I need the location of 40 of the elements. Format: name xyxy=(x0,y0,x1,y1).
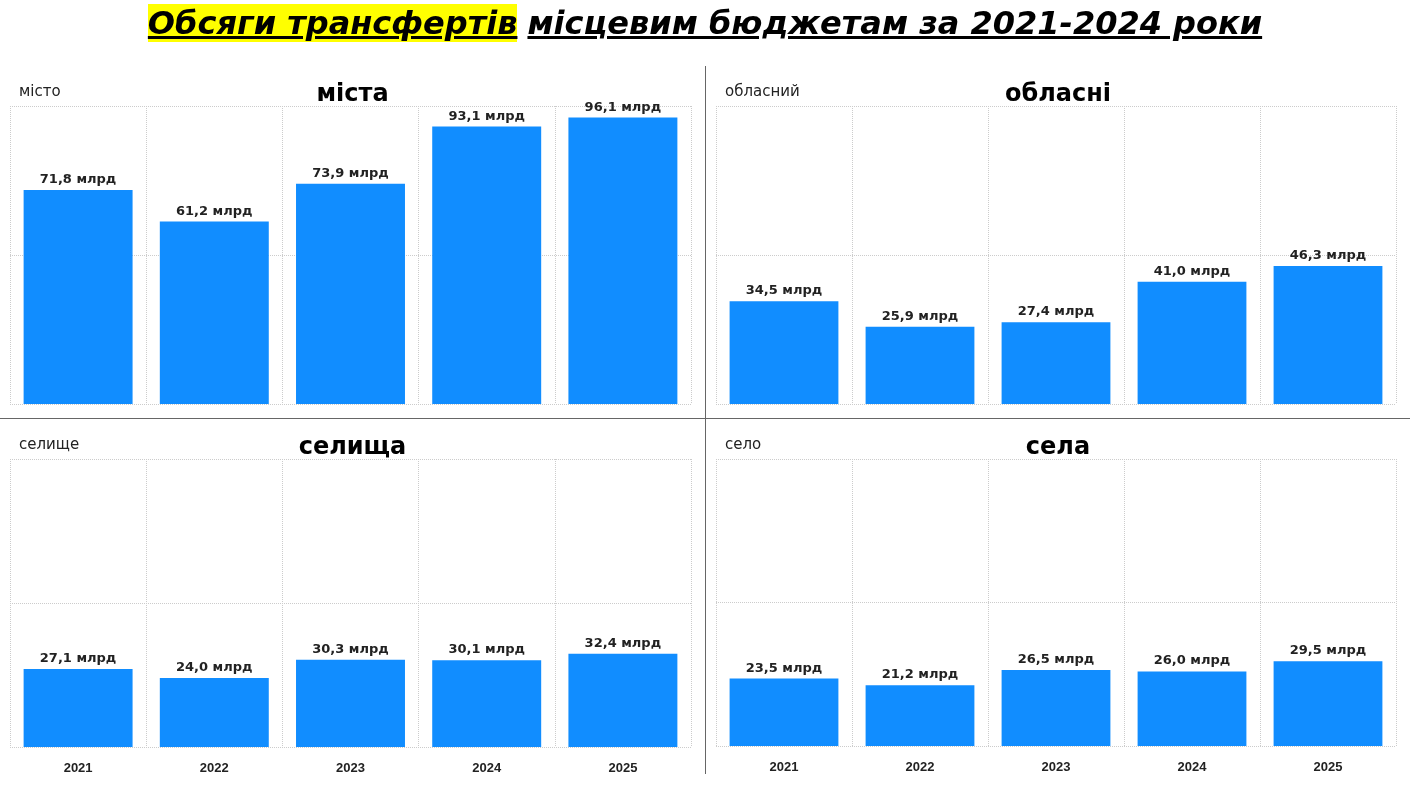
x-tick-label: 2022 xyxy=(905,759,935,774)
chart-subtitle: село xyxy=(725,434,762,453)
text: Обсяги трансфертів xyxy=(147,4,518,42)
text: місцевим бюджетам за 2021-2024 роки xyxy=(527,4,1263,42)
data-label: 41,0 млрд xyxy=(1153,262,1231,278)
x-tick-label: 2024 xyxy=(472,760,502,775)
data-label: 61,2 млрд xyxy=(176,202,253,218)
data-label: 73,9 млрд xyxy=(312,164,389,180)
data-label: 46,3 млрд xyxy=(1289,247,1367,263)
data-label: 24,0 млрд xyxy=(176,658,253,674)
chart-subtitle: місто xyxy=(19,81,61,100)
data-label: 29,5 млрд xyxy=(1289,642,1367,658)
data-label: 26,5 млрд xyxy=(1017,650,1095,666)
data-label: 26,0 млрд xyxy=(1153,652,1231,668)
x-tick-label: 2021 xyxy=(63,760,93,775)
x-tick-label: 2024 xyxy=(1177,759,1208,774)
chart-subtitle: обласний xyxy=(725,81,800,100)
data-label: 27,4 млрд xyxy=(1017,303,1095,319)
data-label: 27,1 млрд xyxy=(39,649,117,665)
data-label: 30,1 млрд xyxy=(448,641,525,657)
data-label: 21,2 млрд xyxy=(881,666,959,682)
x-tick-label: 2023 xyxy=(336,760,365,775)
x-tick-label: 2021 xyxy=(769,759,799,774)
data-label: 34,5 млрд xyxy=(745,282,823,298)
x-tick-label: 2023 xyxy=(1041,759,1071,774)
data-label: 96,1 млрд xyxy=(584,98,662,114)
x-tick-label: 2022 xyxy=(199,760,229,775)
chart-title: селища xyxy=(298,432,407,460)
chart-title: обласні xyxy=(1004,79,1112,107)
data-label: 25,9 млрд xyxy=(881,307,959,323)
data-label: 30,3 млрд xyxy=(312,640,389,656)
x-tick-label: 2025 xyxy=(1313,759,1343,774)
x-tick-label: 2025 xyxy=(608,760,638,775)
data-label: 23,5 млрд xyxy=(745,659,823,675)
chart-subtitle: селище xyxy=(19,434,80,453)
chart-title: села xyxy=(1025,432,1091,460)
chart-title: міста xyxy=(316,79,389,107)
data-label: 93,1 млрд xyxy=(448,107,525,123)
data-label: 32,4 млрд xyxy=(584,634,662,650)
data-label: 71,8 млрд xyxy=(39,171,117,187)
